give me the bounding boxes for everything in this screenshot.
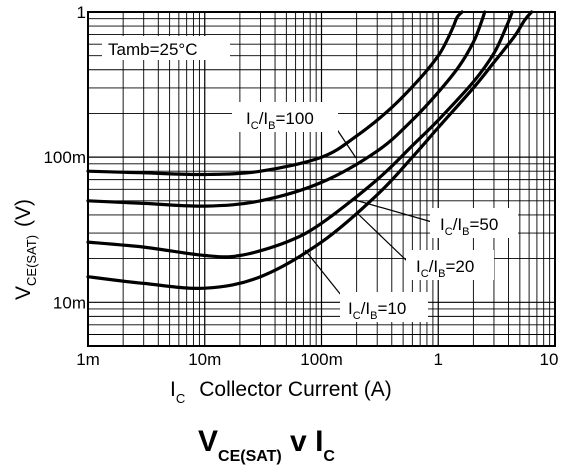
- series-label-background: [232, 102, 338, 132]
- tick-labels: 1m 10m 100m 1 10 10m 100m 1: [43, 3, 558, 369]
- axis-titles: IC Collector Current (A) VCE(SAT)(V) VCE(SA…: [12, 199, 392, 465]
- series-labels: IC/IB=100 IC/IB=50 IC/IB=20 IC/IB=10 Tamb=25…: [102, 36, 518, 322]
- series-label: IC/IB=50: [440, 215, 498, 238]
- series-label: IC/IB=100: [246, 109, 314, 132]
- series-ic-ib-100: [86, 10, 464, 177]
- y-axis-label-group: VCE(SAT)(V): [12, 199, 39, 300]
- x-tick-label: 10: [540, 350, 559, 369]
- series-layer: [86, 10, 534, 290]
- annotation-text: Tamb=25°C: [108, 40, 197, 59]
- label-pointer-line: [304, 249, 346, 301]
- temperature-annotation: Tamb=25°C: [102, 36, 230, 60]
- series-label-background: [430, 208, 518, 238]
- series-ic-ib-10: [86, 10, 534, 290]
- series-ic-ib-20: [86, 10, 514, 259]
- series-label: IC/IB=20: [416, 257, 474, 280]
- x-tick-label: 100m: [300, 350, 343, 369]
- x-tick-label: 1m: [76, 350, 100, 369]
- series-label-background: [340, 292, 428, 322]
- plot-frame: [87, 11, 556, 347]
- x-axis-label: IC Collector Current (A): [170, 378, 392, 406]
- series-label: IC/IB=10: [348, 299, 406, 322]
- x-tick-label: 10m: [188, 350, 221, 369]
- y-axis-label: VCE(SAT)(V): [12, 199, 39, 300]
- label-pointers: [304, 127, 433, 301]
- series-label-background: [406, 250, 494, 280]
- y-tick-label: 100m: [43, 148, 86, 167]
- annotation-background: [102, 36, 230, 60]
- x-tick-label: 1: [434, 350, 443, 369]
- label-pointer-line: [335, 127, 357, 159]
- chart-title: VCE(SAT) v IC: [198, 425, 335, 465]
- y-tick-label: 10m: [53, 293, 86, 312]
- label-pointer-line: [354, 199, 433, 223]
- y-tick-label: 1: [77, 3, 86, 22]
- label-pointer-line: [355, 211, 409, 263]
- series-ic-ib-50: [86, 10, 487, 208]
- grid: [88, 12, 555, 346]
